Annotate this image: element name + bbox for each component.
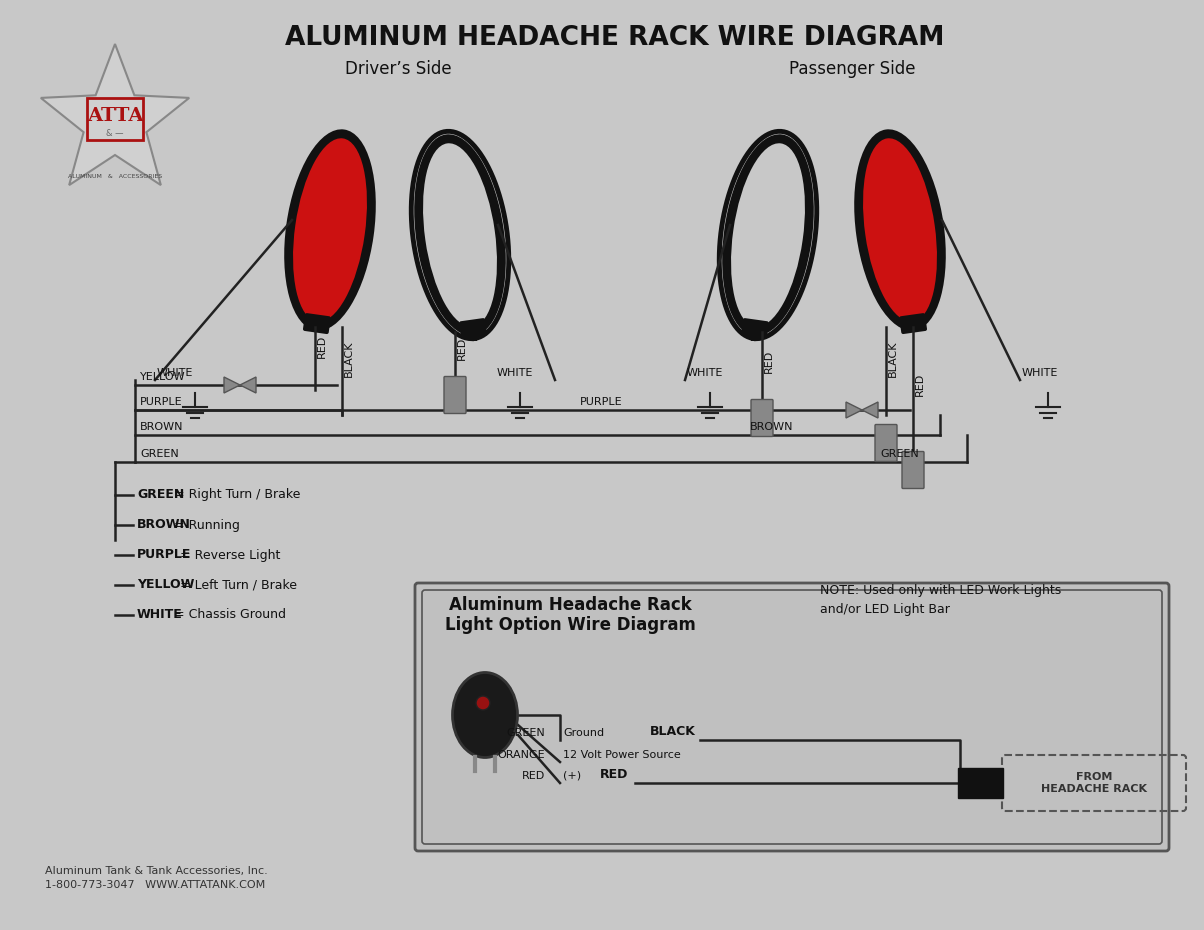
- Ellipse shape: [731, 143, 805, 326]
- Text: PURPLE: PURPLE: [137, 549, 191, 562]
- Text: WHITE: WHITE: [496, 368, 533, 378]
- Text: ORANGE: ORANGE: [497, 750, 545, 760]
- Text: Ground: Ground: [563, 728, 604, 738]
- Ellipse shape: [284, 129, 376, 331]
- Ellipse shape: [293, 139, 367, 322]
- Ellipse shape: [854, 129, 946, 331]
- Text: Aluminum Tank & Tank Accessories, Inc.
1-800-773-3047   WWW.ATTATANK.COM: Aluminum Tank & Tank Accessories, Inc. 1…: [45, 866, 267, 890]
- Text: 12 Volt Power Source: 12 Volt Power Source: [563, 750, 680, 760]
- Text: Driver’s Side: Driver’s Side: [344, 60, 452, 78]
- Ellipse shape: [423, 143, 497, 326]
- Text: (+): (+): [563, 771, 582, 781]
- Text: Aluminum Headache Rack: Aluminum Headache Rack: [449, 596, 691, 614]
- Text: BROWN: BROWN: [750, 422, 793, 432]
- Text: RED: RED: [521, 771, 545, 781]
- Text: GREEN: GREEN: [137, 488, 184, 501]
- FancyBboxPatch shape: [444, 377, 466, 414]
- Polygon shape: [41, 44, 189, 185]
- Text: BLACK: BLACK: [650, 725, 696, 738]
- Text: = Left Turn / Brake: = Left Turn / Brake: [176, 578, 297, 591]
- Text: & —: & —: [106, 129, 124, 139]
- Text: ALUMINUM HEADACHE RACK WIRE DIAGRAM: ALUMINUM HEADACHE RACK WIRE DIAGRAM: [285, 25, 945, 51]
- Text: WHITE: WHITE: [1022, 368, 1058, 378]
- Text: RED: RED: [765, 350, 774, 373]
- Ellipse shape: [476, 696, 490, 710]
- Polygon shape: [862, 402, 878, 418]
- Text: Passenger Side: Passenger Side: [789, 60, 915, 78]
- Ellipse shape: [453, 672, 518, 758]
- FancyBboxPatch shape: [751, 400, 773, 436]
- Ellipse shape: [722, 134, 814, 336]
- Text: WHITE: WHITE: [137, 608, 183, 621]
- Text: RED: RED: [915, 373, 925, 396]
- FancyBboxPatch shape: [740, 318, 768, 339]
- Text: NOTE: Used only with LED Work Lights
and/or LED Light Bar: NOTE: Used only with LED Work Lights and…: [820, 584, 1061, 616]
- Polygon shape: [224, 377, 240, 393]
- FancyBboxPatch shape: [459, 318, 488, 339]
- FancyBboxPatch shape: [875, 424, 897, 461]
- Polygon shape: [846, 402, 862, 418]
- Text: BROWN: BROWN: [137, 519, 191, 532]
- Text: BLACK: BLACK: [889, 340, 898, 377]
- Text: WHITE: WHITE: [157, 368, 194, 378]
- Text: GREEN: GREEN: [506, 728, 545, 738]
- Text: PURPLE: PURPLE: [140, 397, 183, 407]
- Text: Light Option Wire Diagram: Light Option Wire Diagram: [444, 616, 696, 634]
- Bar: [958, 768, 1003, 798]
- Text: = Reverse Light: = Reverse Light: [176, 549, 281, 562]
- Text: BROWN: BROWN: [140, 422, 183, 432]
- Ellipse shape: [863, 139, 937, 322]
- Text: BLACK: BLACK: [344, 340, 354, 377]
- Text: WHITE: WHITE: [687, 368, 724, 378]
- FancyBboxPatch shape: [415, 583, 1169, 851]
- Text: = Chassis Ground: = Chassis Ground: [170, 608, 285, 621]
- Text: RED: RED: [458, 338, 467, 360]
- Text: ALUMINUM   &   ACCESSORIES: ALUMINUM & ACCESSORIES: [67, 175, 163, 179]
- Text: GREEN: GREEN: [140, 449, 178, 459]
- Text: RED: RED: [317, 335, 327, 358]
- Text: PURPLE: PURPLE: [580, 397, 622, 407]
- Text: = Running: = Running: [170, 519, 240, 532]
- Text: ATTA: ATTA: [87, 107, 143, 125]
- Text: FROM
HEADACHE RACK: FROM HEADACHE RACK: [1041, 772, 1147, 794]
- Polygon shape: [240, 377, 256, 393]
- FancyBboxPatch shape: [303, 313, 331, 334]
- Text: GREEN: GREEN: [880, 449, 919, 459]
- Text: RED: RED: [600, 768, 628, 781]
- Text: YELLOW: YELLOW: [140, 372, 185, 382]
- Ellipse shape: [414, 134, 506, 336]
- Text: = Right Turn / Brake: = Right Turn / Brake: [170, 488, 300, 501]
- FancyBboxPatch shape: [902, 451, 923, 488]
- FancyBboxPatch shape: [899, 313, 927, 334]
- Text: YELLOW: YELLOW: [137, 578, 194, 591]
